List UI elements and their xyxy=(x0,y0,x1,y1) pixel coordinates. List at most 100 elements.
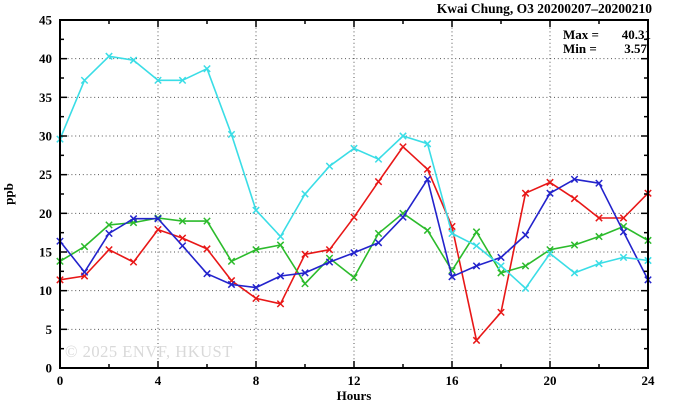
data-point-marker xyxy=(203,64,211,73)
data-point-marker xyxy=(325,162,334,170)
data-point-marker xyxy=(301,250,309,259)
data-point-marker xyxy=(276,232,285,241)
data-point-marker xyxy=(129,258,138,266)
axis-ticks xyxy=(59,19,649,369)
data-point-marker xyxy=(276,272,285,280)
data-point-marker xyxy=(497,262,505,270)
data-point-marker xyxy=(423,226,432,235)
y-tick-label: 0 xyxy=(46,361,53,376)
data-point-marker xyxy=(374,155,383,163)
data-point-marker xyxy=(570,194,579,203)
data-point-marker xyxy=(472,262,481,270)
gridlines xyxy=(60,20,648,368)
data-point-marker xyxy=(374,177,383,186)
data-point-marker xyxy=(252,283,260,292)
x-tick-label: 24 xyxy=(642,373,656,388)
data-point-marker xyxy=(105,52,113,60)
data-point-marker xyxy=(570,241,579,249)
data-point-marker xyxy=(105,229,113,238)
data-point-marker xyxy=(80,242,89,251)
data-point-marker xyxy=(595,214,603,222)
data-point-marker xyxy=(399,213,407,221)
data-point-marker xyxy=(423,165,432,173)
data-point-marker xyxy=(178,76,187,85)
y-tick-label: 25 xyxy=(39,167,53,182)
data-point-marker xyxy=(497,253,505,262)
y-tick-label: 40 xyxy=(39,51,52,66)
data-point-marker xyxy=(276,300,285,308)
data-point-marker xyxy=(154,215,162,223)
data-point-marker xyxy=(497,308,505,317)
y-tick-label: 5 xyxy=(46,322,53,337)
y-tick-label: 10 xyxy=(39,283,52,298)
data-point-marker xyxy=(570,175,579,184)
max-label: Max = xyxy=(563,27,599,42)
y-tick-label: 15 xyxy=(39,245,53,260)
y-tick-label: 20 xyxy=(39,206,52,221)
data-point-marker xyxy=(374,229,383,238)
data-point-marker xyxy=(497,269,505,277)
data-point-marker xyxy=(619,228,628,236)
data-point-marker xyxy=(595,259,603,268)
data-point-marker xyxy=(154,225,162,234)
data-point-marker xyxy=(301,190,309,198)
data-point-marker xyxy=(472,242,481,250)
data-point-marker xyxy=(448,273,456,281)
data-point-marker xyxy=(350,213,358,221)
data-point-marker xyxy=(252,206,260,214)
data-point-marker xyxy=(595,179,603,187)
data-point-marker xyxy=(374,238,383,247)
x-tick-label: 12 xyxy=(348,373,361,388)
data-point-marker xyxy=(227,130,236,139)
x-tick-label: 8 xyxy=(253,373,260,388)
data-point-marker xyxy=(472,336,481,345)
x-tick-label: 20 xyxy=(544,373,557,388)
data-point-marker xyxy=(105,245,113,254)
data-point-marker xyxy=(227,280,236,289)
data-point-marker xyxy=(619,253,628,262)
stats-annotation: Max = 40.31 Min = 3.57 xyxy=(563,27,651,56)
tick-labels: 0 4 8 12 16 20 24 0 5 10 15 20 25 30 35 40 45 xyxy=(39,13,655,389)
data-point-marker xyxy=(178,217,187,225)
y-tick-label: 35 xyxy=(39,90,53,105)
series-red xyxy=(56,143,652,345)
x-tick-label: 16 xyxy=(446,373,460,388)
data-point-marker xyxy=(521,284,530,293)
data-point-marker xyxy=(399,132,407,140)
x-tick-label: 4 xyxy=(155,373,162,388)
data-point-marker xyxy=(325,258,334,266)
data-series xyxy=(56,52,652,345)
data-point-marker xyxy=(203,217,211,225)
data-point-marker xyxy=(252,294,260,303)
data-point-marker xyxy=(154,76,162,85)
data-point-marker xyxy=(301,279,309,288)
max-value: 40.31 xyxy=(622,27,651,42)
x-axis-title: Hours xyxy=(337,388,372,403)
x-tick-label: 0 xyxy=(57,373,64,388)
watermark-text: © 2025 ENVF, HKUST xyxy=(65,342,233,361)
data-point-marker xyxy=(203,269,211,278)
data-point-marker xyxy=(570,269,579,277)
data-point-marker xyxy=(252,245,260,254)
min-value: 3.57 xyxy=(624,41,647,56)
data-point-marker xyxy=(276,241,285,249)
data-point-marker xyxy=(350,273,358,282)
data-point-marker xyxy=(350,144,358,153)
series-cyan xyxy=(56,52,652,293)
data-point-marker xyxy=(301,269,309,277)
data-point-marker xyxy=(448,229,456,238)
data-point-marker xyxy=(80,76,89,85)
series-blue xyxy=(56,175,652,292)
data-point-marker xyxy=(423,175,432,184)
data-point-marker xyxy=(203,245,211,253)
data-point-marker xyxy=(129,56,138,64)
data-point-marker xyxy=(546,249,554,258)
data-point-marker xyxy=(423,140,432,148)
data-point-marker xyxy=(472,228,481,236)
data-point-marker xyxy=(521,231,530,239)
y-tick-label: 30 xyxy=(39,129,52,144)
data-point-marker xyxy=(325,245,334,254)
y-tick-label: 45 xyxy=(39,13,53,28)
